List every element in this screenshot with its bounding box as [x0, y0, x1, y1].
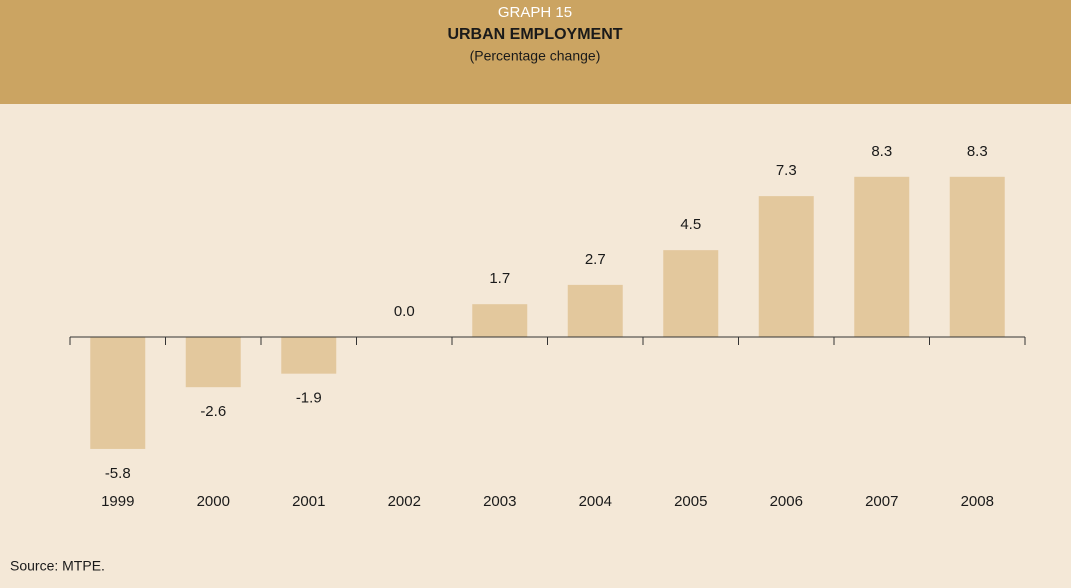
x-tick-label: 1999 [101, 493, 134, 510]
x-tick-label: 2008 [961, 493, 994, 510]
bar [90, 337, 146, 449]
value-label: 2.7 [585, 251, 606, 268]
x-tick-label: 2005 [674, 493, 707, 510]
source-note: Source: MTPE. [10, 558, 105, 574]
chart-header: GRAPH 15 [498, 4, 572, 21]
x-tick-label: 2006 [770, 493, 803, 510]
bar [472, 304, 528, 337]
bar [758, 196, 814, 337]
bar [663, 250, 719, 337]
bar [185, 337, 241, 388]
bar [567, 284, 623, 337]
x-tick-label: 2002 [388, 493, 421, 510]
x-tick-label: 2007 [865, 493, 898, 510]
header-band [0, 0, 1071, 104]
bar [281, 337, 337, 374]
value-label: -2.6 [200, 403, 226, 420]
value-label: 7.3 [776, 162, 797, 179]
bar [854, 176, 910, 337]
bar [949, 176, 1005, 337]
value-label: 4.5 [680, 216, 701, 233]
x-tick-label: 2000 [197, 493, 230, 510]
value-label: 1.7 [489, 270, 510, 287]
chart-subtitle: (Percentage change) [470, 48, 601, 64]
x-tick-label: 2004 [579, 493, 612, 510]
value-label: 8.3 [967, 143, 988, 160]
x-tick-label: 2001 [292, 493, 325, 510]
value-label: 8.3 [871, 143, 892, 160]
value-label: -1.9 [296, 390, 322, 407]
value-label: 0.0 [394, 303, 415, 320]
chart-title: URBAN EMPLOYMENT [447, 26, 622, 43]
x-tick-label: 2003 [483, 493, 516, 510]
value-label: -5.8 [105, 465, 131, 482]
